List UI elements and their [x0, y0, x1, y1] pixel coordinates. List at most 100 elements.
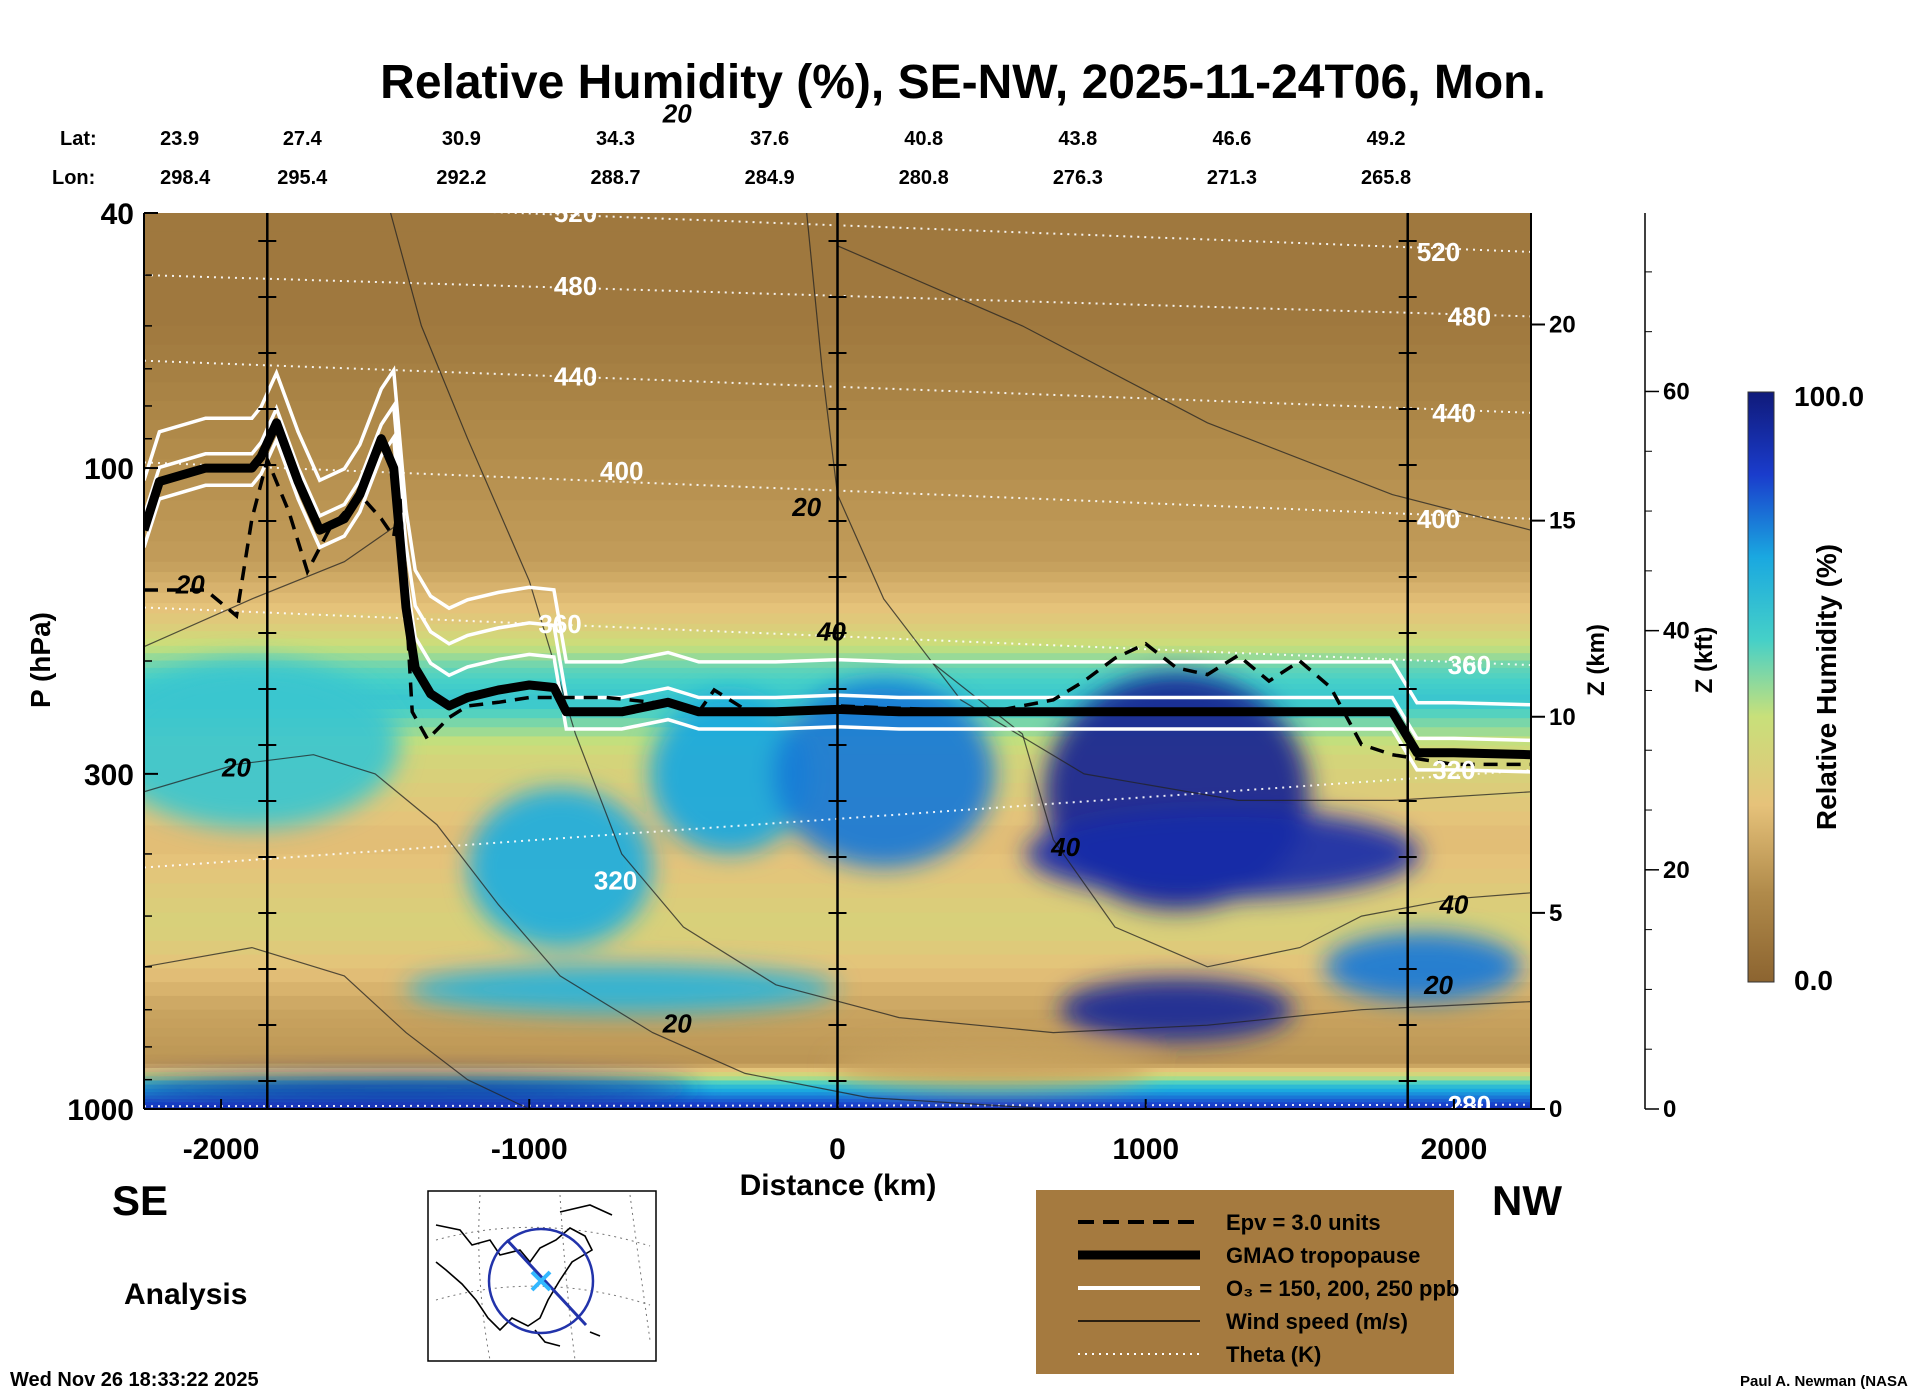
- lat-value: 23.9: [160, 128, 199, 150]
- wind-contour: [144, 946, 530, 1109]
- x-axis: -2000 -1000 0 1000 2000: [144, 1099, 1531, 1166]
- lon-value: 292.2: [436, 167, 486, 189]
- lon-label: Lon:: [52, 167, 95, 189]
- contour-labels: 5204804404003603205204804404003603202802…: [175, 99, 1491, 1120]
- lon-value: 288.7: [590, 167, 640, 189]
- legend-label: GMAO tropopause: [1226, 1243, 1420, 1268]
- pressure-axis: 40 100 300 1000: [67, 198, 158, 1127]
- lon-value: 280.8: [899, 167, 949, 189]
- tropopause-epv: [144, 418, 1531, 767]
- wind-label: 20: [221, 752, 251, 782]
- theta-label: 400: [600, 456, 643, 486]
- colorbar-max-label: 100.0: [1794, 381, 1864, 412]
- lat-value: 46.6: [1212, 128, 1251, 150]
- p-tick-label: 300: [84, 759, 134, 792]
- theta-line: [144, 769, 1531, 869]
- nw-label: NW: [1492, 1177, 1562, 1224]
- rh-blob: [144, 1076, 699, 1102]
- rh-blob: [1025, 809, 1421, 899]
- theta-label: 440: [554, 362, 597, 392]
- theta-label: 480: [554, 271, 597, 301]
- plot-area: 5204804404003603205204804404003603202802…: [144, 99, 1531, 1120]
- p-tick-label: 100: [84, 453, 134, 486]
- p-tick-label: 40: [101, 198, 134, 231]
- x-tick-label: 1000: [1112, 1133, 1179, 1166]
- lat-value: 40.8: [904, 128, 943, 150]
- legend-label: Epv = 3.0 units: [1226, 1210, 1381, 1235]
- legend-label: Wind speed (m/s): [1226, 1309, 1408, 1334]
- rh-blob: [831, 1045, 1152, 1089]
- lat-value: 49.2: [1367, 128, 1406, 150]
- legend: Epv = 3.0 units GMAO tropopause O₃ = 150, …: [1036, 1190, 1459, 1374]
- x-tick-label: 2000: [1421, 1133, 1488, 1166]
- z-km-tick-label: 15: [1549, 508, 1576, 535]
- lon-value: 295.4: [277, 167, 328, 189]
- lat-value: 43.8: [1058, 128, 1097, 150]
- theta-label: 440: [1432, 398, 1475, 428]
- theta-label: 320: [1432, 755, 1475, 785]
- wind-label: 20: [175, 570, 205, 600]
- lat-value: 30.9: [442, 128, 481, 150]
- map-coastline: [435, 1204, 613, 1347]
- ozone-contour: [144, 365, 1531, 707]
- z-km-tick-label: 5: [1549, 900, 1562, 927]
- theta-label: 400: [1417, 504, 1460, 534]
- rh-blob: [405, 964, 838, 1014]
- x-tick-label: -2000: [183, 1133, 260, 1166]
- wind-contours: [144, 213, 1531, 1109]
- theta-label: 360: [538, 609, 581, 639]
- ozone-contour: [144, 400, 1531, 743]
- credit: Paul A. Newman (NASA: [1740, 1373, 1908, 1390]
- legend-label: Theta (K): [1226, 1342, 1321, 1367]
- wind-contour: [806, 213, 1531, 801]
- wind-contour: [390, 213, 1531, 1034]
- p-tick-label: 1000: [67, 1094, 134, 1127]
- tropopause-line: [144, 418, 1531, 760]
- lat-value: 37.6: [750, 128, 789, 150]
- lon-value: 284.9: [745, 167, 795, 189]
- wind-contour: [837, 245, 1531, 531]
- colorbar-title: Relative Humidity (%): [1811, 544, 1842, 830]
- y-axis-title: P (hPa): [25, 612, 56, 708]
- wind-label: 20: [791, 492, 821, 522]
- colorbar: 100.0 0.0 Relative Humidity (%): [1747, 381, 1864, 996]
- wind-contour: [144, 518, 407, 648]
- z-km-tick-label: 10: [1549, 704, 1576, 731]
- theta-label: 520: [554, 198, 597, 228]
- wind-contour: [929, 660, 1531, 968]
- lon-value: 298.4: [160, 167, 211, 189]
- colorbar-min-label: 0.0: [1794, 965, 1833, 996]
- lon-value: 271.3: [1207, 167, 1257, 189]
- x-tick-label: 0: [829, 1133, 846, 1166]
- z-km-tick-label: 0: [1549, 1096, 1562, 1123]
- rh-blob: [1059, 977, 1294, 1042]
- wind-contour: [144, 754, 1054, 1109]
- z-kft-tick-label: 20: [1663, 857, 1690, 884]
- z-kft-tick-label: 0: [1663, 1096, 1676, 1123]
- wind-label: 40: [1050, 832, 1080, 862]
- section-lines: [258, 213, 1417, 1109]
- lat-label: Lat:: [60, 128, 97, 150]
- legend-label: O₃ = 150, 200, 250 ppb: [1226, 1276, 1459, 1301]
- theta-label: 480: [1448, 301, 1491, 331]
- map-radius-circle: [487, 1227, 595, 1335]
- z-km-tick-label: 20: [1549, 312, 1576, 339]
- rh-blob: [467, 787, 653, 948]
- z-km-axis-title: Z (km): [1583, 624, 1610, 696]
- wind-label: 40: [1438, 890, 1468, 920]
- wind-label: 20: [662, 99, 692, 129]
- wind-label: 20: [1423, 970, 1453, 1000]
- z-km-axis: 0 5 10 15 20: [1530, 213, 1576, 1123]
- ozone-contours: [144, 365, 1531, 774]
- lat-value: 34.3: [596, 128, 635, 150]
- colorbar-gradient: [1747, 391, 1775, 983]
- map-center-marker: [530, 1270, 552, 1292]
- z-kft-tick-label: 60: [1663, 378, 1690, 405]
- timestamp: Wed Nov 26 18:33:22 2025: [10, 1369, 259, 1391]
- analysis-label: Analysis: [124, 1278, 247, 1311]
- lat-value: 27.4: [283, 128, 323, 150]
- theta-label: 520: [1417, 237, 1460, 267]
- lon-value: 276.3: [1053, 167, 1103, 189]
- theta-label: 320: [594, 865, 637, 895]
- location-map: [427, 1190, 657, 1362]
